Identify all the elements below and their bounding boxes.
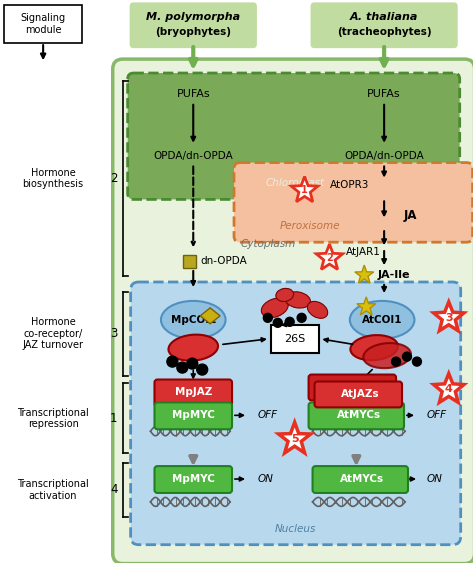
FancyBboxPatch shape (155, 402, 232, 429)
FancyBboxPatch shape (155, 380, 232, 407)
Ellipse shape (276, 288, 293, 302)
Ellipse shape (161, 301, 226, 339)
Text: 1: 1 (301, 186, 308, 196)
Circle shape (273, 318, 282, 327)
Text: Hormone
co-receptor/
JAZ turnover: Hormone co-receptor/ JAZ turnover (23, 317, 83, 350)
FancyBboxPatch shape (234, 162, 473, 242)
FancyBboxPatch shape (155, 466, 232, 493)
FancyBboxPatch shape (4, 6, 82, 43)
Circle shape (297, 314, 306, 322)
Polygon shape (434, 302, 464, 331)
Text: Nucleus: Nucleus (275, 524, 316, 534)
Ellipse shape (364, 343, 411, 368)
Text: OPDA/dn-OPDA: OPDA/dn-OPDA (154, 151, 233, 161)
FancyBboxPatch shape (315, 381, 402, 407)
Circle shape (412, 357, 421, 366)
Text: OPDA/dn-OPDA: OPDA/dn-OPDA (344, 151, 424, 161)
Text: 3: 3 (445, 313, 453, 323)
Text: JA: JA (404, 209, 418, 222)
Polygon shape (357, 297, 376, 315)
FancyBboxPatch shape (113, 59, 474, 563)
Text: JA-Ile: JA-Ile (377, 270, 410, 280)
Text: Transcriptional
activation: Transcriptional activation (17, 479, 89, 501)
Ellipse shape (307, 301, 328, 318)
Ellipse shape (168, 334, 218, 361)
FancyBboxPatch shape (271, 325, 319, 352)
Text: 26S: 26S (284, 334, 305, 343)
Text: (tracheophytes): (tracheophytes) (337, 27, 431, 37)
Bar (183, 255, 196, 268)
Text: AtJAZs: AtJAZs (341, 390, 380, 399)
Text: 1: 1 (110, 412, 118, 425)
Text: 3: 3 (110, 327, 118, 340)
Circle shape (187, 358, 198, 369)
FancyBboxPatch shape (310, 2, 458, 48)
Text: MpMYC: MpMYC (172, 411, 215, 420)
FancyBboxPatch shape (312, 466, 408, 493)
Text: Hormone
biosynthesis: Hormone biosynthesis (23, 168, 83, 190)
Text: A. thaliana: A. thaliana (350, 12, 419, 23)
Text: ON: ON (427, 474, 443, 484)
Text: (bryophytes): (bryophytes) (155, 27, 231, 37)
Text: 4: 4 (110, 483, 118, 496)
FancyBboxPatch shape (128, 73, 460, 200)
Text: PUFAs: PUFAs (367, 89, 401, 99)
Text: M. polymorpha: M. polymorpha (146, 12, 240, 23)
Text: MpJAZ: MpJAZ (174, 387, 212, 398)
Polygon shape (355, 265, 374, 283)
Polygon shape (279, 422, 311, 453)
Text: dn-OPDA: dn-OPDA (200, 256, 247, 266)
Text: PUFAs: PUFAs (176, 89, 210, 99)
Text: MpCOI1: MpCOI1 (171, 315, 216, 325)
Text: AtJAR1: AtJAR1 (346, 247, 381, 257)
Polygon shape (200, 308, 220, 324)
Text: Chloroplast: Chloroplast (265, 178, 324, 188)
Text: Peroxisome: Peroxisome (279, 221, 340, 231)
Text: AtCOI1: AtCOI1 (362, 315, 402, 325)
Circle shape (392, 357, 401, 366)
FancyBboxPatch shape (309, 374, 396, 400)
Circle shape (177, 362, 188, 373)
FancyBboxPatch shape (129, 2, 257, 48)
FancyBboxPatch shape (309, 402, 404, 429)
Polygon shape (434, 373, 464, 402)
Circle shape (285, 318, 294, 327)
Circle shape (167, 356, 178, 367)
Ellipse shape (350, 335, 398, 360)
Text: AtMYCs: AtMYCs (340, 474, 384, 484)
Polygon shape (292, 177, 318, 202)
Ellipse shape (350, 301, 414, 339)
Polygon shape (316, 244, 343, 270)
Circle shape (402, 352, 411, 361)
Text: Cytoplasm: Cytoplasm (240, 239, 295, 249)
Text: 5: 5 (291, 434, 299, 444)
Text: 2: 2 (326, 253, 333, 263)
Ellipse shape (261, 298, 288, 318)
Text: OFF: OFF (427, 411, 447, 420)
Text: Signaling
module: Signaling module (20, 14, 66, 35)
Circle shape (197, 364, 208, 375)
Text: ON: ON (258, 474, 274, 484)
Text: MpMYC: MpMYC (172, 474, 215, 484)
Text: 2: 2 (110, 172, 118, 185)
Ellipse shape (285, 292, 310, 308)
Text: AtOPR3: AtOPR3 (329, 180, 369, 191)
Text: Transcriptional
repression: Transcriptional repression (17, 408, 89, 429)
FancyBboxPatch shape (131, 282, 461, 545)
Text: 4: 4 (445, 385, 453, 394)
Text: AtMYCs: AtMYCs (337, 411, 382, 420)
Text: OFF: OFF (258, 411, 278, 420)
Circle shape (264, 314, 272, 322)
